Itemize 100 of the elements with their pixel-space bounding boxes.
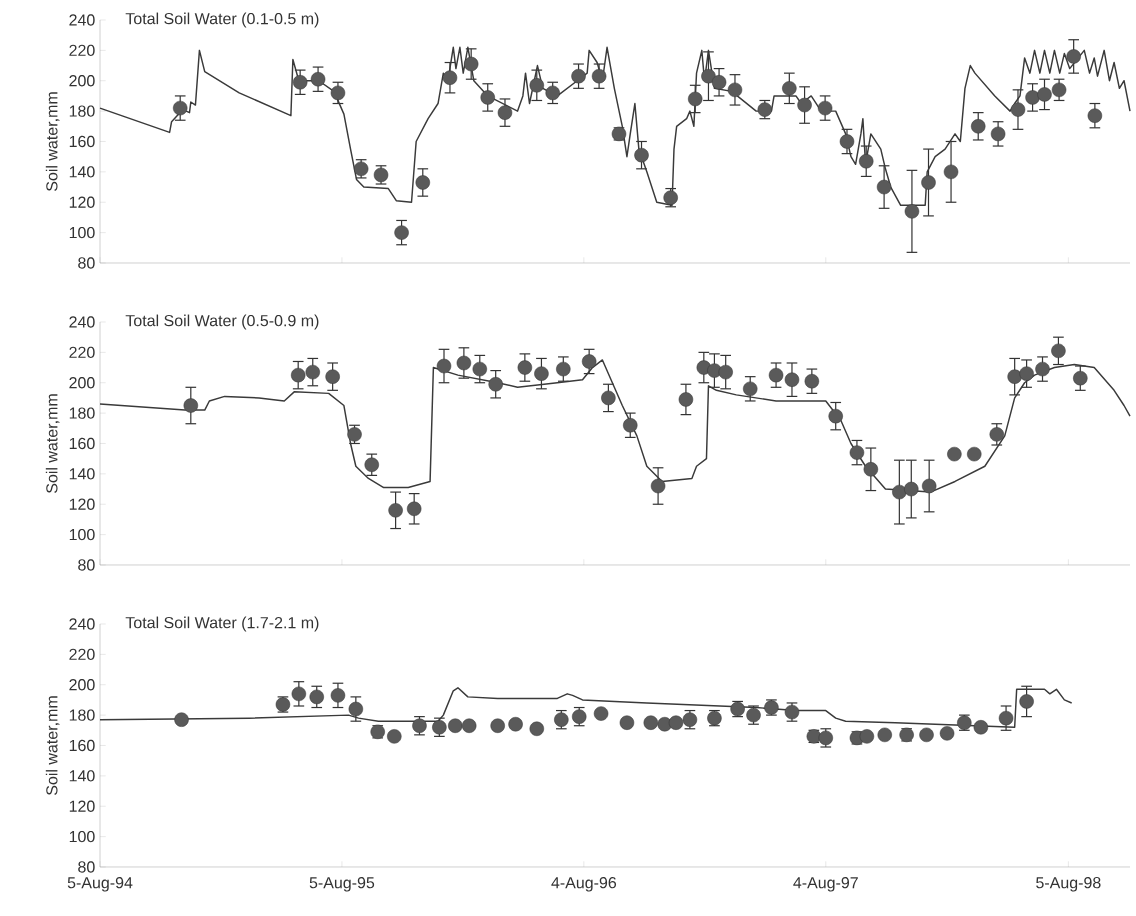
- point: [1019, 694, 1034, 709]
- point: [497, 105, 513, 120]
- point: [290, 367, 306, 383]
- point: [456, 355, 472, 371]
- y-tick-label: 240: [69, 316, 95, 328]
- chart-title: Total Soil Water (0.5-0.9 m): [125, 314, 319, 330]
- point: [650, 478, 666, 494]
- y-tick-label: 200: [69, 679, 95, 691]
- point: [1010, 102, 1026, 117]
- point: [919, 727, 934, 743]
- chart-title: Total Soil Water (1.7-2.1 m): [125, 616, 319, 632]
- point: [488, 377, 503, 392]
- y-tick-label: 100: [69, 226, 95, 239]
- point: [436, 358, 452, 374]
- point: [348, 701, 364, 717]
- point: [330, 688, 346, 703]
- point: [387, 729, 402, 744]
- point: [529, 78, 544, 93]
- point: [1051, 343, 1066, 359]
- point: [828, 408, 843, 424]
- y-axis-title: Soil water,mm: [45, 696, 60, 795]
- point: [668, 715, 684, 730]
- point: [876, 179, 892, 195]
- point: [415, 175, 430, 190]
- point: [921, 175, 936, 190]
- point: [581, 354, 597, 369]
- point: [643, 715, 658, 730]
- point: [804, 374, 820, 389]
- y-tick-label: 220: [69, 346, 95, 359]
- y-tick-label: 160: [69, 135, 95, 148]
- point: [859, 729, 875, 744]
- point: [678, 392, 694, 407]
- point: [782, 81, 797, 96]
- point: [448, 718, 463, 733]
- point: [534, 366, 549, 381]
- point: [472, 361, 487, 377]
- point: [183, 398, 199, 413]
- point: [877, 727, 892, 743]
- point: [711, 75, 727, 90]
- point: [904, 481, 919, 497]
- x-tick-label: 5-Aug-95: [309, 877, 375, 892]
- point: [718, 364, 733, 380]
- point: [1066, 49, 1081, 64]
- y-tick-label: 160: [69, 739, 95, 752]
- y-tick-label: 140: [69, 166, 95, 178]
- point: [394, 225, 409, 240]
- point: [601, 390, 616, 406]
- point: [545, 85, 560, 101]
- point: [634, 147, 649, 163]
- point: [743, 381, 758, 397]
- point: [727, 82, 743, 98]
- point: [904, 204, 920, 219]
- y-tick-label: 200: [69, 75, 95, 87]
- point: [859, 154, 874, 169]
- y-tick-label: 180: [69, 105, 95, 117]
- point: [330, 85, 346, 101]
- point: [480, 90, 495, 105]
- point: [310, 72, 326, 87]
- point: [305, 364, 320, 380]
- point: [388, 503, 403, 518]
- point: [442, 70, 458, 85]
- point: [973, 720, 989, 735]
- point: [591, 68, 607, 84]
- point: [967, 446, 982, 462]
- point: [1037, 87, 1052, 102]
- point: [1007, 369, 1022, 384]
- y-tick-label: 200: [69, 377, 95, 389]
- point: [325, 369, 340, 384]
- y-tick-label: 220: [69, 648, 95, 661]
- point: [461, 718, 477, 733]
- point: [529, 721, 544, 736]
- point: [849, 445, 865, 460]
- point: [797, 97, 812, 113]
- point: [1019, 366, 1034, 381]
- point: [593, 706, 609, 721]
- point: [309, 689, 324, 705]
- point: [292, 75, 308, 90]
- point: [556, 361, 571, 377]
- point: [817, 100, 833, 116]
- y-axis-title: Soil water,mm: [45, 92, 60, 191]
- point: [892, 484, 907, 500]
- point: [971, 119, 986, 134]
- point: [173, 100, 188, 116]
- point: [174, 712, 189, 727]
- point: [839, 134, 855, 149]
- point: [623, 418, 638, 433]
- point: [701, 68, 716, 84]
- point: [508, 717, 523, 732]
- y-tick-label: 140: [69, 770, 95, 782]
- point: [998, 710, 1014, 726]
- y-axis-title: Soil water,mm: [45, 394, 60, 493]
- y-tick-label: 100: [69, 830, 95, 843]
- y-tick-label: 80: [78, 559, 95, 571]
- point: [939, 726, 955, 741]
- y-tick-label: 180: [69, 407, 95, 419]
- y-tick-label: 100: [69, 528, 95, 541]
- y-tick-label: 140: [69, 468, 95, 480]
- point: [1087, 108, 1103, 123]
- point: [1073, 370, 1088, 386]
- point: [990, 126, 1006, 142]
